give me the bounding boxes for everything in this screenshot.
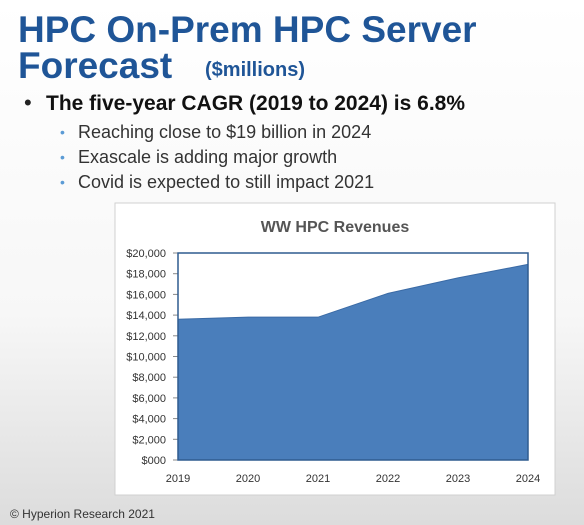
y-tick-label: $10,000 <box>126 352 166 364</box>
y-tick-label: $2,000 <box>132 434 166 446</box>
title: Forecast <box>18 45 172 86</box>
y-tick-label: $000 <box>142 455 166 467</box>
sub-bullet-marker: • <box>60 124 65 140</box>
y-tick-label: $12,000 <box>126 331 166 343</box>
sub-bullet-marker: • <box>60 149 65 165</box>
sub-bullet-marker: • <box>60 174 65 190</box>
sub-bullets: • Reaching close to $19 billion in 2024 … <box>60 122 374 192</box>
sub-bullet: Covid is expected to still impact 2021 <box>78 172 374 192</box>
x-tick-label: 2019 <box>166 473 190 485</box>
y-tick-label: $20,000 <box>126 248 166 260</box>
x-tick-label: 2021 <box>306 473 330 485</box>
x-tick-label: 2024 <box>516 473 540 485</box>
y-tick-label: $8,000 <box>132 372 166 384</box>
plot-border <box>177 252 529 461</box>
y-tick-label: $14,000 <box>126 310 166 322</box>
plot: $000 $2,000 $4,000 $6,000 $8,000 $10,000 $12,0… <box>126 248 540 485</box>
bullet: The five-year CAGR (2019 to 2024) is 6.8… <box>46 92 465 115</box>
y-tick-label: $4,000 <box>132 414 166 426</box>
x-tick-label: 2023 <box>446 473 470 485</box>
sub-bullet: Exascale is adding major growth <box>78 147 337 167</box>
sub-bullet: Reaching close to $19 billion in 2024 <box>78 122 371 142</box>
x-tick-label: 2020 <box>236 473 260 485</box>
title-unit: ($millions) <box>205 59 305 81</box>
footer: © Hyperion Research 2021 <box>10 507 155 521</box>
bullet-marker: • <box>24 90 32 115</box>
x-tick-label: 2022 <box>376 473 400 485</box>
y-tick-label: $16,000 <box>126 289 166 301</box>
y-tick-label: $6,000 <box>132 393 166 405</box>
title: HPC On-Prem HPC Server <box>18 9 477 50</box>
y-tick-label: $18,000 <box>126 269 166 281</box>
chart-title: WW HPC Revenues <box>261 219 410 236</box>
